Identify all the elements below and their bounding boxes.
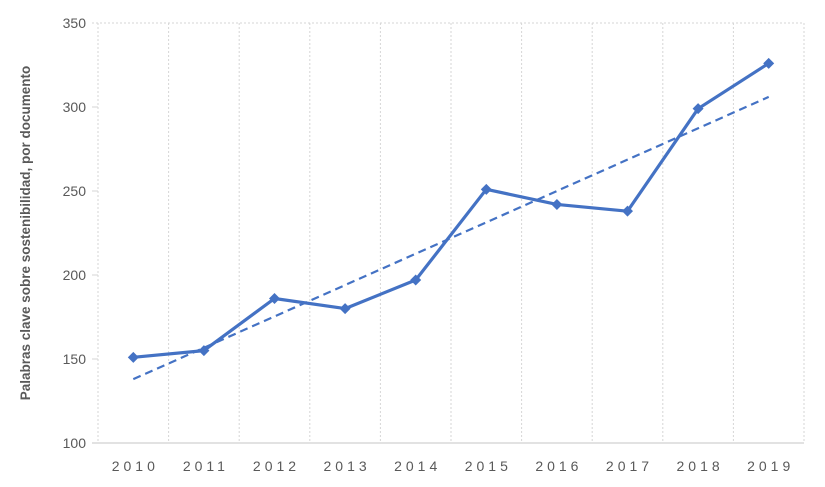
y-axis-tick-label: 300 (63, 99, 87, 115)
data-point-marker (763, 57, 775, 69)
x-axis-tick-label: 2011 (183, 458, 229, 474)
data-point-marker (127, 351, 139, 363)
axes-layer (92, 106, 804, 444)
series-layer (127, 57, 775, 381)
data-point-marker (622, 205, 633, 217)
labels-layer: 100 150 200 250 300 350 2010 2011 2012 2013 2014 20… (18, 15, 794, 474)
y-axis-title: Palabras clave sobre sostenibilidad, por… (18, 66, 33, 401)
x-axis-tick-label: 2019 (747, 458, 794, 474)
series-line (131, 61, 771, 359)
x-axis-tick-label: 2016 (535, 458, 582, 474)
y-axis-tick-label: 350 (63, 15, 87, 31)
x-axis-tick-label: 2018 (677, 458, 724, 474)
y-axis-tick-label: 100 (63, 435, 87, 451)
x-axis-tick-label: 2014 (394, 458, 441, 474)
x-axis-tick-label: 2010 (112, 458, 159, 474)
x-axis-tick-label: 2017 (606, 458, 653, 474)
data-point-marker (692, 103, 704, 115)
y-axis-tick-label: 200 (63, 267, 87, 283)
y-axis-tick-label: 150 (63, 351, 87, 367)
data-point-marker (269, 293, 280, 305)
x-axis-tick-label: 2015 (465, 458, 512, 474)
x-axis-tick-label: 2012 (253, 458, 300, 474)
x-axis-tick-label: 2013 (324, 458, 371, 474)
data-point-marker (480, 183, 492, 195)
data-point-marker (410, 274, 422, 286)
data-point-marker (551, 198, 563, 210)
gridlines-layer (92, 22, 805, 443)
y-axis-tick-label: 250 (63, 183, 87, 199)
trendline (132, 95, 770, 381)
data-point-marker (198, 345, 210, 357)
data-point-marker (339, 303, 351, 315)
